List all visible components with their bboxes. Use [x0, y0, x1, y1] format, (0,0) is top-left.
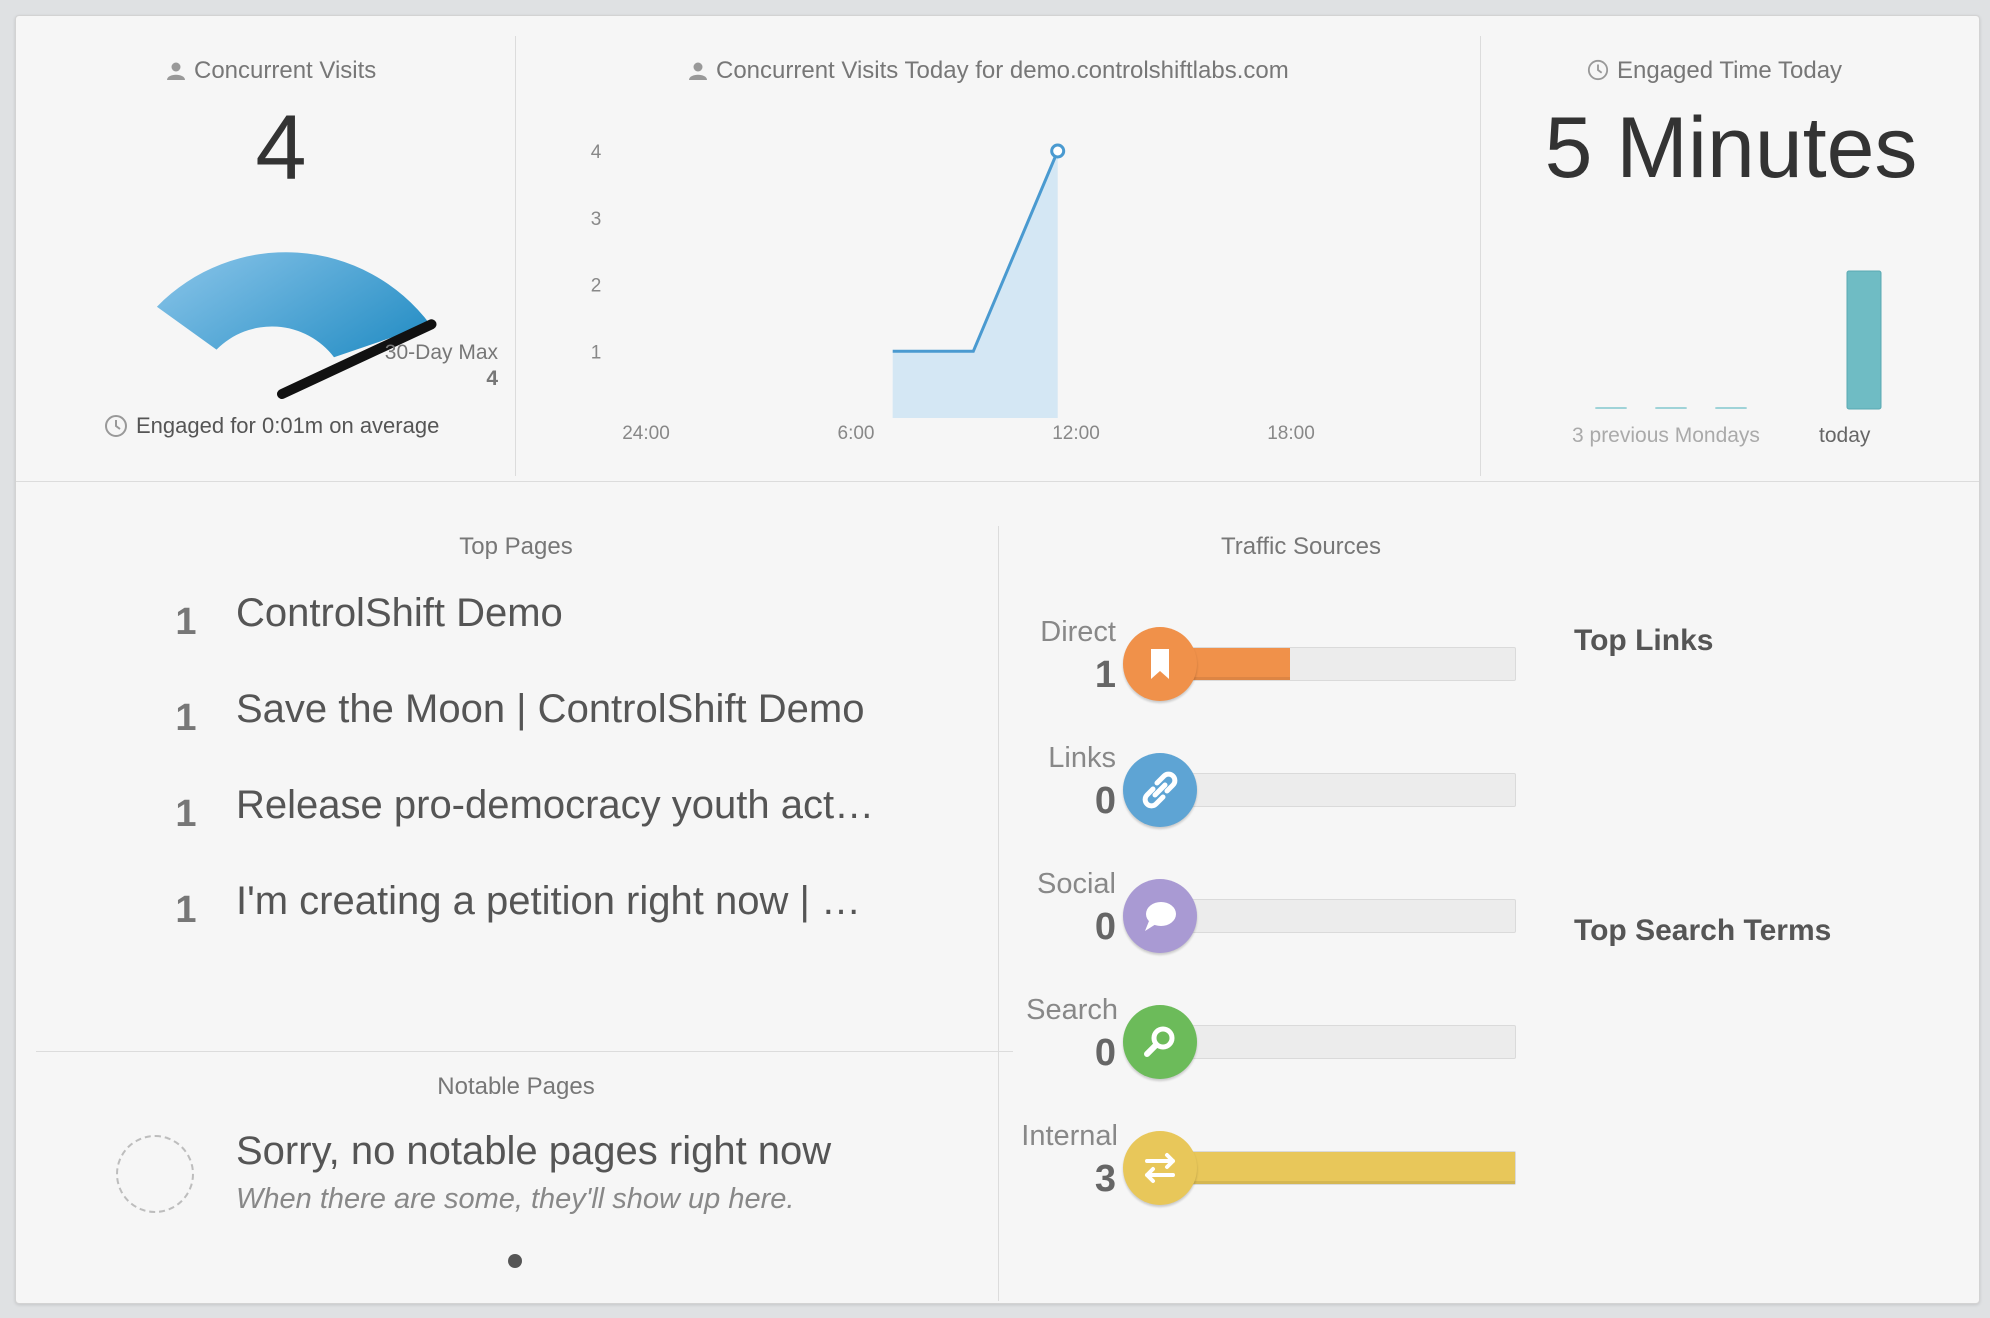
engaged-time-chart: [1595, 270, 1882, 410]
source-count: 3: [1094, 1158, 1116, 1200]
page-title[interactable]: Release pro-democracy youth act…: [236, 783, 875, 827]
concurrent-visits-count: 4: [255, 97, 307, 199]
source-bar-track: [1176, 1151, 1516, 1185]
gauge-needle: [277, 319, 437, 399]
y-tick-label: 1: [591, 342, 602, 363]
swap-arrows-icon: [1123, 1131, 1197, 1205]
list-item[interactable]: 1 Release pro-democracy youth act…: [156, 783, 1056, 843]
visits-gauge: [156, 252, 437, 399]
page-title[interactable]: I'm creating a petition right now | …: [236, 879, 861, 923]
thirty-day-max-label: 30-Day Max: [384, 341, 498, 364]
magnifier-icon: [1123, 1005, 1197, 1079]
source-bar-track: [1176, 773, 1516, 807]
top-links-heading: Top Links: [1574, 624, 1714, 657]
source-label: Links: [1048, 742, 1116, 774]
divider: [16, 481, 1979, 482]
previous-mondays-label: 3 previous Mondays: [1572, 424, 1760, 447]
series-area: [892, 151, 1058, 418]
divider: [36, 1051, 1013, 1052]
person-icon: [167, 62, 185, 80]
divider: [998, 526, 999, 1301]
list-item[interactable]: 1 Save the Moon | ControlShift Demo: [156, 687, 1056, 747]
source-bar-track: [1176, 1025, 1516, 1059]
list-item[interactable]: 1 I'm creating a petition right now | …: [156, 879, 1056, 939]
top-search-terms-heading: Top Search Terms: [1574, 914, 1832, 947]
source-label: Social: [1037, 868, 1116, 900]
divider: [1480, 36, 1481, 476]
source-count: 1: [1094, 654, 1116, 696]
page-title[interactable]: ControlShift Demo: [236, 591, 563, 635]
source-count: 0: [1094, 906, 1116, 948]
source-count: 0: [1094, 780, 1116, 822]
empty-placeholder-icon: [116, 1135, 194, 1213]
dashboard-panel: Concurrent Visits 4 30-Day Max 4 Engaged…: [15, 15, 1980, 1304]
person-icon: [689, 62, 707, 80]
notable-empty-submessage: When there are some, they'll show up her…: [236, 1183, 795, 1215]
concurrent-visits-title: Concurrent Visits: [166, 57, 376, 85]
clock-icon: [105, 415, 127, 437]
y-tick-label: 3: [591, 209, 602, 230]
x-tick-label: 24:00: [622, 423, 670, 444]
engaged-time-value: 5 Minutes: [1544, 100, 1918, 196]
x-tick-label: 6:00: [838, 423, 875, 444]
engaged-bar: [1846, 270, 1882, 410]
page-rank: 1: [175, 697, 197, 739]
data-point: [1050, 143, 1066, 159]
clock-icon: [1587, 59, 1609, 81]
engaged-average: Engaged for 0:01m on average: [104, 413, 439, 439]
source-bar-track: [1176, 647, 1516, 681]
link-icon: [1123, 753, 1197, 827]
traffic-sources-title: Traffic Sources: [1220, 533, 1382, 560]
bookmark-icon: [1123, 627, 1197, 701]
source-label: Internal: [1021, 1120, 1118, 1152]
page-rank: 1: [175, 889, 197, 931]
today-chart-title: Concurrent Visits Today for demo.control…: [688, 57, 1289, 85]
notable-pages-title: Notable Pages: [437, 1073, 595, 1100]
x-tick-label: 12:00: [1052, 423, 1100, 444]
y-tick-label: 2: [591, 276, 602, 297]
top-pages-title: Top Pages: [459, 533, 573, 560]
today-visits-chart: 1 2 3 4 24:00 6:00 12:00 18:00: [591, 142, 1315, 444]
source-label: Direct: [1040, 616, 1116, 648]
source-count: 0: [1094, 1032, 1116, 1074]
thirty-day-max: 30-Day Max 4: [346, 340, 498, 392]
engaged-bar: [1595, 407, 1627, 409]
x-tick-label: 18:00: [1267, 423, 1315, 444]
list-item[interactable]: 1 ControlShift Demo: [156, 591, 1056, 651]
y-tick-label: 4: [591, 142, 602, 163]
page-rank: 1: [175, 601, 197, 643]
engaged-bar: [1715, 407, 1747, 409]
engaged-bar: [1655, 407, 1687, 409]
thirty-day-max-value: 4: [486, 367, 498, 390]
source-bar-fill: [1177, 1152, 1515, 1184]
today-label: today: [1819, 424, 1871, 447]
engaged-time-title: Engaged Time Today: [1587, 57, 1842, 85]
gauge-arc: [156, 252, 431, 358]
source-label: Search: [1026, 994, 1118, 1026]
page-title[interactable]: Save the Moon | ControlShift Demo: [236, 687, 865, 731]
page-rank: 1: [175, 793, 197, 835]
divider: [515, 36, 516, 476]
notable-empty-message: Sorry, no notable pages right now: [236, 1129, 832, 1173]
pagination-dot[interactable]: [508, 1254, 522, 1268]
source-bar-track: [1176, 899, 1516, 933]
speech-bubble-icon: [1123, 879, 1197, 953]
